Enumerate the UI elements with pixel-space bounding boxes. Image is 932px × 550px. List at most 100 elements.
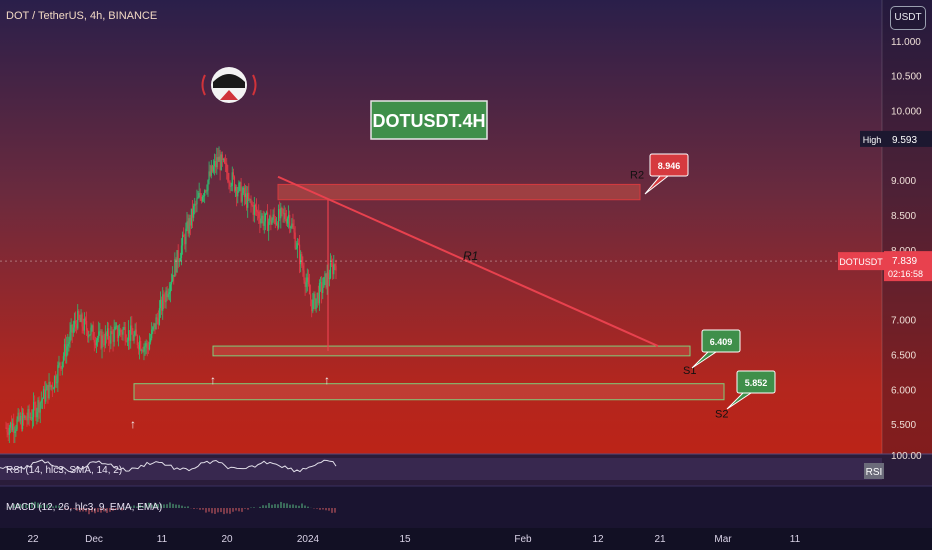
macd-bar — [253, 507, 255, 508]
macd-bar — [19, 503, 21, 508]
macd-bar — [205, 508, 207, 513]
candle-body — [138, 341, 141, 350]
macd-bar — [139, 504, 141, 508]
candle-body — [152, 327, 154, 330]
macd-bar — [178, 504, 180, 508]
candle-body — [319, 282, 322, 284]
macd-bar — [112, 508, 114, 511]
candle-body — [297, 243, 300, 245]
macd-label: MACD (12, 26, hlc3, 9, EMA, EMA) — [6, 502, 162, 513]
candle-body — [200, 196, 202, 201]
candle-body — [305, 282, 307, 287]
candle-body — [306, 277, 308, 283]
candle-body — [263, 221, 265, 226]
candle-body — [316, 292, 318, 299]
candle-body — [76, 323, 78, 329]
watermark — [370, 100, 488, 140]
watermark-box — [370, 100, 488, 140]
candle-body — [329, 263, 332, 279]
candle-body — [93, 339, 95, 343]
candle-body — [285, 219, 287, 224]
callout-tail — [726, 392, 753, 410]
candle-body — [133, 335, 135, 341]
candle-body — [287, 214, 290, 219]
macd-bar — [109, 508, 111, 512]
candle-body — [333, 264, 335, 275]
candle-body — [215, 161, 217, 168]
high-tag-label: High — [863, 135, 882, 145]
macd-bar — [271, 504, 273, 508]
candle-body — [154, 323, 156, 330]
candle-body — [14, 431, 16, 433]
candle-body — [290, 227, 292, 229]
trendline-label: R1 — [463, 249, 478, 263]
macd-bar — [121, 508, 123, 511]
candle-body — [273, 214, 275, 219]
candle-body — [260, 218, 262, 224]
candle-body — [304, 280, 306, 287]
candle-body — [303, 270, 305, 281]
macd-bar — [244, 508, 246, 509]
candle-body — [180, 245, 183, 258]
candle-body — [106, 328, 109, 337]
macd-bar — [334, 508, 336, 513]
macd-bar — [319, 508, 321, 510]
candle-body — [95, 340, 98, 346]
candle-body — [197, 197, 199, 199]
candle-body — [314, 293, 316, 310]
macd-bar — [142, 505, 144, 508]
macd-bar — [136, 506, 138, 508]
x-tick-label: Feb — [514, 534, 532, 545]
candle-body — [283, 212, 285, 214]
candle-body — [94, 342, 96, 346]
candle-body — [117, 335, 120, 338]
candle-body — [41, 398, 44, 401]
candle-body — [127, 330, 130, 341]
candle-body — [206, 190, 208, 192]
candle-body — [80, 314, 82, 322]
candle-body — [142, 350, 144, 352]
high-tag-bg — [860, 130, 884, 147]
candle-body — [227, 172, 229, 182]
rsi-band — [0, 458, 882, 480]
candle-body — [51, 385, 53, 389]
macd-bar — [148, 502, 150, 508]
macd-bar — [163, 504, 165, 508]
macd-bar — [316, 508, 318, 509]
candle-body — [26, 419, 28, 421]
candle-body — [313, 293, 315, 300]
candle-body — [322, 287, 324, 294]
candle-body — [52, 388, 55, 390]
up-arrow: ↑ — [130, 417, 136, 431]
candle-body — [207, 180, 209, 191]
candle-body — [68, 342, 70, 345]
callout-tail — [691, 351, 718, 369]
logo-mark — [220, 90, 238, 100]
currency-button[interactable]: USDT — [890, 6, 926, 30]
symbol-header: DOT / TetherUS, 4h, BINANCE — [6, 10, 158, 22]
candle-body — [157, 318, 159, 325]
candle-body — [147, 348, 149, 350]
x-tick-label: Dec — [85, 534, 103, 545]
candle-body — [190, 208, 193, 226]
candle-body — [323, 277, 325, 288]
candle-body — [250, 198, 252, 204]
candle-body — [55, 376, 57, 384]
candle-body — [21, 412, 24, 429]
candle-body — [132, 334, 134, 341]
candle-body — [31, 417, 34, 420]
candle-body — [243, 187, 245, 198]
rsi-tag-bg — [864, 463, 884, 479]
candle-body — [194, 203, 196, 206]
candle-body — [45, 390, 47, 402]
candle-body — [53, 376, 56, 389]
candle-body — [109, 340, 111, 344]
rsi-axis-top: 100.00 — [891, 451, 922, 462]
macd-bar — [100, 508, 102, 513]
candle-body — [62, 356, 64, 362]
candle-body — [104, 332, 106, 346]
candle-body — [198, 193, 200, 198]
candle-body — [257, 211, 259, 213]
candle-body — [242, 187, 244, 194]
